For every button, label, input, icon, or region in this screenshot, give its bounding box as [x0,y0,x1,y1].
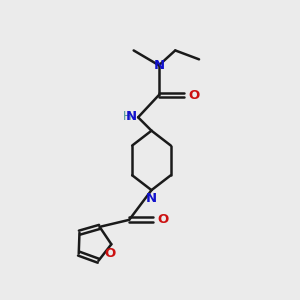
Text: O: O [104,247,116,260]
Text: N: N [125,110,136,123]
Text: O: O [189,88,200,101]
Text: N: N [146,192,157,205]
Text: H: H [123,110,132,123]
Text: N: N [154,59,165,72]
Text: O: O [158,213,169,226]
